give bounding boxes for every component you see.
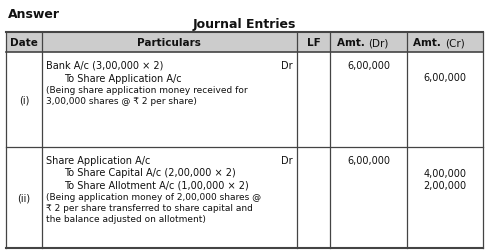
Text: 6,00,000: 6,00,000 — [346, 156, 389, 165]
Text: (Being application money of 2,00,000 shares @: (Being application money of 2,00,000 sha… — [46, 193, 261, 202]
Text: 3,00,000 shares @ ₹ 2 per share): 3,00,000 shares @ ₹ 2 per share) — [46, 96, 196, 106]
Text: To Share Allotment A/c (1,00,000 × 2): To Share Allotment A/c (1,00,000 × 2) — [63, 180, 248, 190]
Text: 2,00,000: 2,00,000 — [423, 180, 466, 190]
Text: ₹ 2 per share transferred to share capital and: ₹ 2 per share transferred to share capit… — [46, 204, 252, 213]
Text: Amt.: Amt. — [412, 38, 444, 48]
Text: Dr: Dr — [281, 61, 292, 71]
Text: LF: LF — [306, 38, 320, 48]
Text: Particulars: Particulars — [137, 38, 201, 48]
Text: (Being share application money received for: (Being share application money received … — [46, 86, 247, 94]
Text: (i): (i) — [19, 95, 29, 105]
Text: 4,00,000: 4,00,000 — [423, 168, 466, 178]
Text: (Cr): (Cr) — [444, 38, 464, 48]
Bar — [6, 33, 482, 53]
Text: (Dr): (Dr) — [368, 38, 388, 48]
Text: the balance adjusted on allotment): the balance adjusted on allotment) — [46, 215, 205, 224]
Text: 6,00,000: 6,00,000 — [346, 61, 389, 71]
Text: (ii): (ii) — [17, 193, 30, 203]
Text: 6,00,000: 6,00,000 — [423, 73, 466, 83]
Text: Date: Date — [10, 38, 38, 48]
Text: Share Application A/c: Share Application A/c — [46, 156, 150, 165]
Text: To Share Capital A/c (2,00,000 × 2): To Share Capital A/c (2,00,000 × 2) — [63, 168, 235, 178]
Text: Bank A/c (3,00,000 × 2): Bank A/c (3,00,000 × 2) — [46, 61, 163, 71]
Text: Journal Entries: Journal Entries — [192, 18, 295, 31]
Text: To Share Application A/c: To Share Application A/c — [63, 73, 181, 83]
Text: Amt.: Amt. — [336, 38, 368, 48]
Text: Answer: Answer — [8, 8, 60, 21]
Text: Dr: Dr — [281, 156, 292, 165]
